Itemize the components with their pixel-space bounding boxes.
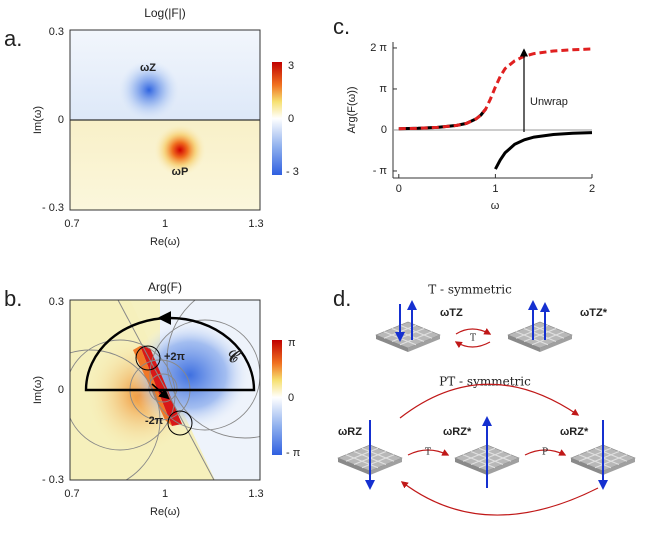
frame [69, 29, 261, 211]
flow-arrow [151, 383, 170, 400]
phase-map [70, 300, 260, 480]
y-tick-label: 0.3 [49, 296, 64, 308]
winding-circle [135, 345, 161, 371]
panel-label: d. [333, 286, 351, 311]
colorbar-label: π [288, 337, 296, 349]
colorbar-label: - 3 [286, 166, 299, 178]
y-tick-label: π [379, 83, 387, 95]
section-title: T - symmetric [428, 283, 512, 297]
y-tick-label: 0 [58, 384, 64, 396]
panel-title: Arg(F) [148, 280, 182, 294]
state-label: ωRZ [338, 426, 362, 438]
zero-spot [119, 60, 179, 120]
colorbar-label: 0 [288, 392, 294, 404]
y-tick-label: - π [373, 165, 388, 177]
winding-circle [167, 410, 193, 436]
section-title: PT - symmetric [439, 375, 531, 389]
x-axis-label: Re(ω) [150, 506, 180, 518]
state-label: ωTZ* [580, 307, 608, 319]
y-tick-label: 2 π [370, 42, 387, 54]
y-tick-label: 0.3 [49, 26, 64, 38]
x-tick-label: 1.3 [248, 488, 263, 500]
state-label: ωRZ* [443, 426, 472, 438]
panel-label: c. [333, 14, 350, 39]
frame [69, 299, 261, 481]
y-tick-label: - 0.3 [42, 474, 64, 486]
annotation: Unwrap [530, 96, 568, 108]
x-tick-label: 2 [589, 183, 595, 195]
operator-label: T [470, 334, 476, 344]
colorbar [272, 62, 282, 175]
x-axis-label: Re(ω) [150, 236, 180, 248]
y-axis-label: Arg(F(ω)) [346, 86, 358, 133]
state-label: ωRZ* [560, 426, 589, 438]
winding-label: +2π [164, 351, 186, 363]
winding-label: -2π [145, 415, 164, 427]
x-tick-label: 1 [162, 218, 168, 230]
x-tick-label: 1.3 [248, 218, 263, 230]
x-axis-label: ω [491, 200, 500, 212]
operator-arrows [399, 383, 599, 516]
y-axis-label: Im(ω) [32, 376, 44, 404]
panel-label: b. [4, 286, 22, 311]
x-tick-label: 0.7 [64, 488, 79, 500]
colorbar-label: 3 [288, 60, 294, 72]
mode-arrows [395, 300, 550, 342]
operator-label: T [425, 448, 431, 458]
pole-label: ωP [172, 166, 189, 178]
colorbar-label: - π [286, 447, 301, 459]
lattice [375, 321, 441, 353]
state-label: ωTZ [440, 307, 463, 319]
operator-arrows [454, 328, 492, 349]
pole-spot [154, 124, 206, 176]
series-line [398, 108, 593, 170]
x-tick-label: 1 [162, 488, 168, 500]
x-tick-label: 0.7 [64, 218, 79, 230]
y-tick-label: 0 [381, 124, 387, 136]
panel-label: a. [4, 26, 22, 51]
y-axis-label: Im(ω) [32, 106, 44, 134]
series-line [398, 47, 593, 131]
colorbar-label: 0 [288, 113, 294, 125]
panel-title: Log(|F|) [144, 6, 186, 20]
x-tick-label: 0 [396, 183, 402, 195]
line-chart: - π 0 π 2 π 0 1 2 [370, 42, 595, 195]
mode-arrows [365, 416, 608, 490]
y-tick-label: 0 [58, 114, 64, 126]
x-tick-label: 1 [492, 183, 498, 195]
zero-label: ωZ [140, 62, 156, 74]
lattice [507, 321, 573, 353]
colorbar [272, 340, 282, 455]
y-tick-label: - 0.3 [42, 202, 64, 214]
operator-label: P [542, 448, 548, 458]
